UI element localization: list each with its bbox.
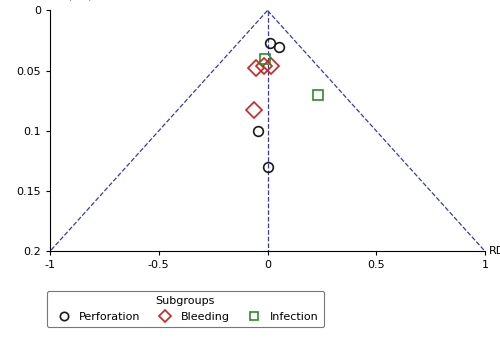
Text: SE (RD): SE (RD) (50, 0, 92, 1)
Text: RD: RD (490, 246, 500, 256)
Legend: Perforation, Bleeding, Infection: Perforation, Bleeding, Infection (47, 291, 324, 327)
